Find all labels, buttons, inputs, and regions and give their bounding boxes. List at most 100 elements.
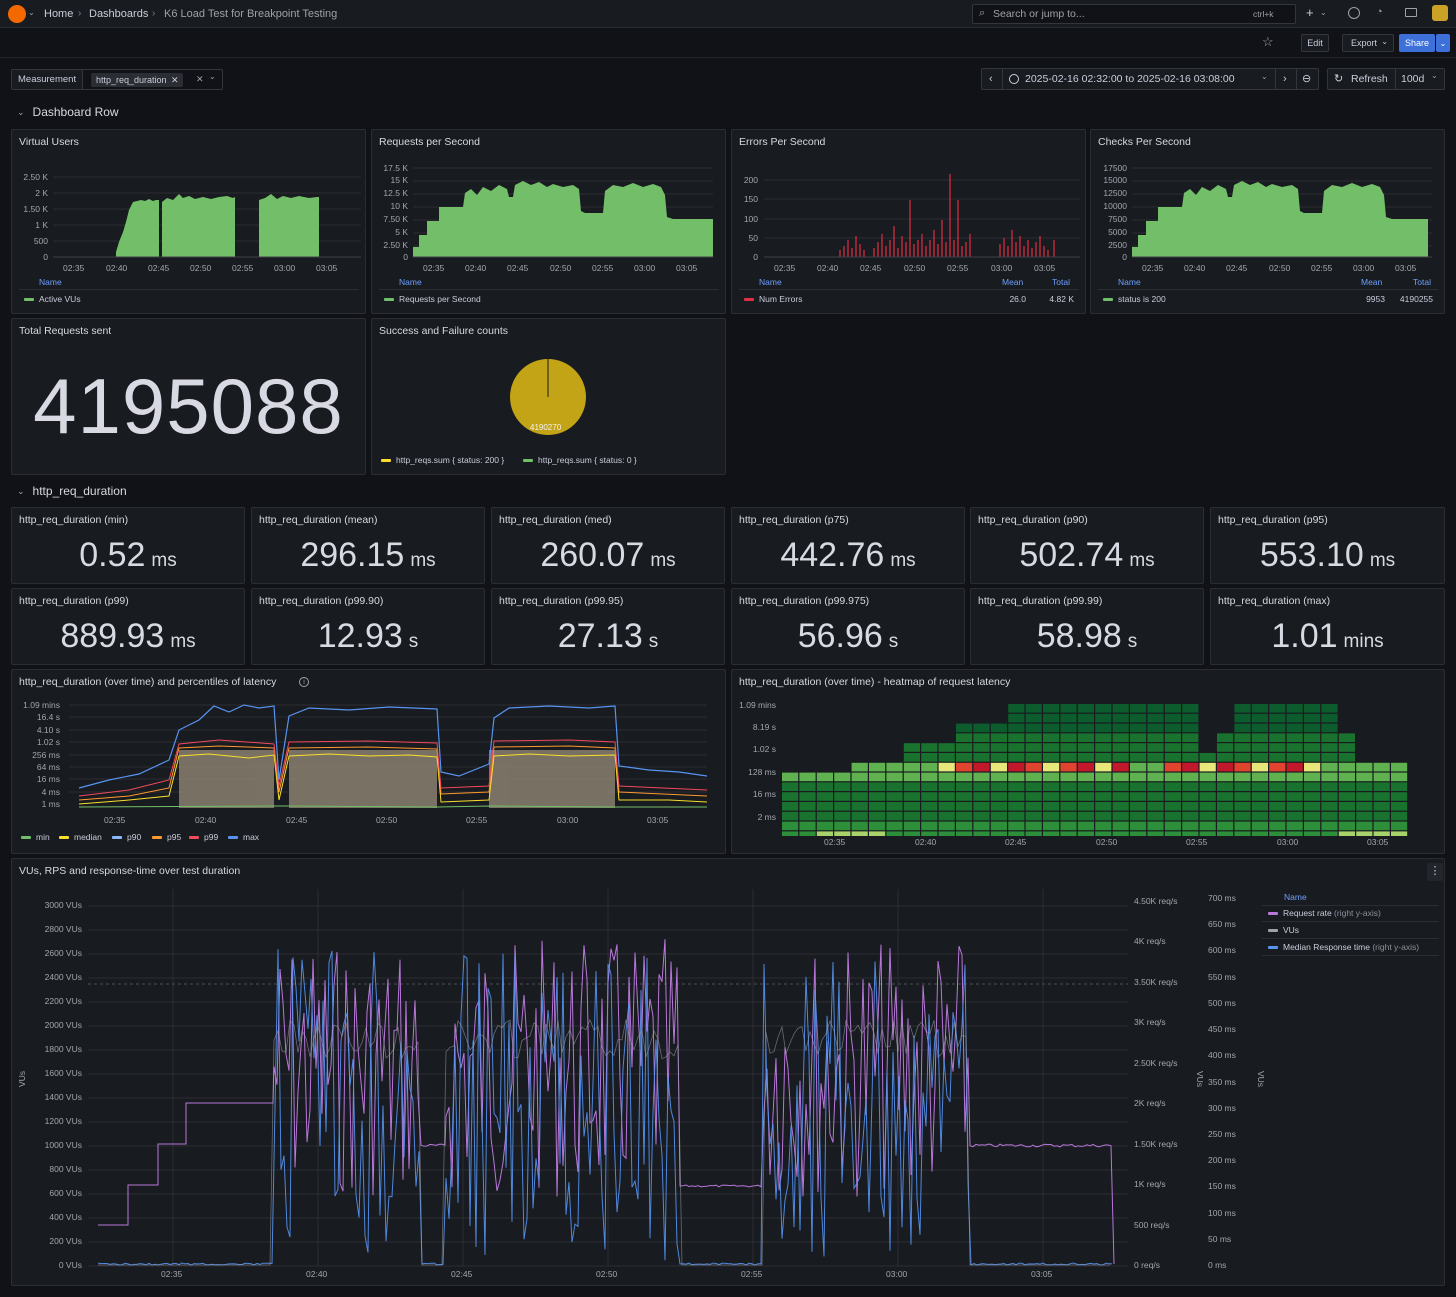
- kiosk-mode-icon[interactable]: [1405, 8, 1417, 17]
- legend-header[interactable]: Name: [759, 277, 782, 287]
- heatmap-cell: [1391, 821, 1408, 831]
- row-header-dashboard[interactable]: ⌄ Dashboard Row: [17, 105, 119, 119]
- add-new-button[interactable]: +: [1306, 5, 1314, 20]
- star-icon[interactable]: ☆: [1262, 34, 1274, 49]
- combined-chart[interactable]: [88, 889, 1128, 1269]
- legend-item-max[interactable]: max: [228, 832, 259, 842]
- stat-panel-max[interactable]: http_req_duration (max) 1.01 mins: [1210, 588, 1445, 665]
- legend-item-p90[interactable]: p90: [112, 832, 141, 842]
- stat-panel-med[interactable]: http_req_duration (med) 260.07 ms: [491, 507, 725, 584]
- legend-header[interactable]: Name: [39, 277, 62, 287]
- x-tick: 02:45: [451, 1269, 473, 1279]
- panel-requests-per-second[interactable]: Requests per Second 17.5 K 15 K 12.5 K 1…: [371, 129, 726, 314]
- stat-panel-p75[interactable]: http_req_duration (p75) 442.76 ms: [731, 507, 965, 584]
- legend-item[interactable]: status is 200: [1103, 294, 1166, 304]
- row-header-http-req-duration[interactable]: ⌄ http_req_duration: [17, 484, 127, 498]
- chevron-down-icon[interactable]: ⌄: [1320, 8, 1327, 17]
- heatmap-cell: [782, 831, 799, 836]
- panel-errors-per-second[interactable]: Errors Per Second 200 150 100 50 0 02:35…: [731, 129, 1086, 314]
- panel-latency-percentiles[interactable]: http_req_duration (over time) and percen…: [11, 669, 726, 854]
- refresh-interval[interactable]: 100d: [1401, 73, 1425, 85]
- legend-col-total[interactable]: Total: [1052, 277, 1070, 287]
- heatmap-cell: [1008, 772, 1025, 782]
- heatmap-cell: [1112, 772, 1129, 782]
- x-tick: 02:50: [904, 263, 926, 273]
- time-forward-icon[interactable]: ›: [1283, 73, 1287, 85]
- panel-total-requests[interactable]: Total Requests sent 4195088: [11, 318, 366, 475]
- heatmap-cell: [1251, 723, 1268, 733]
- stat-panel-mean[interactable]: http_req_duration (mean) 296.15 ms: [251, 507, 485, 584]
- legend-item-min[interactable]: min: [21, 832, 50, 842]
- stat-panel-p99[interactable]: http_req_duration (p99) 889.93 ms: [11, 588, 245, 665]
- checks-per-second-chart[interactable]: [1132, 165, 1432, 260]
- legend-item[interactable]: Active VUs: [24, 294, 81, 304]
- chevron-down-icon[interactable]: ⌄: [1261, 72, 1268, 81]
- time-range-label[interactable]: 2025-02-16 02:32:00 to 2025-02-16 03:08:…: [1025, 73, 1235, 85]
- legend-item[interactable]: http_reqs.sum { status: 0 }: [523, 455, 637, 465]
- stat-panel-p99-975[interactable]: http_req_duration (p99.975) 56.96 s: [731, 588, 965, 665]
- stat-panel-p90[interactable]: http_req_duration (p90) 502.74 ms: [970, 507, 1204, 584]
- news-feed-icon[interactable]: ◔: [1376, 6, 1383, 18]
- search-box[interactable]: ⌕ Search or jump to... ctrl+k: [972, 4, 1296, 24]
- legend-item-request-rate[interactable]: Request rate (right y-axis): [1268, 908, 1381, 918]
- legend-header[interactable]: Name: [399, 277, 422, 287]
- refresh-icon[interactable]: ↻: [1334, 73, 1344, 85]
- legend-label: Requests per Second: [399, 294, 481, 304]
- refresh-button[interactable]: Refresh: [1351, 73, 1388, 85]
- legend-col-mean[interactable]: Mean: [1361, 277, 1383, 287]
- legend-item-vus[interactable]: VUs: [1268, 925, 1299, 935]
- panel-checks-per-second[interactable]: Checks Per Second 17500 15000 12500 1000…: [1090, 129, 1445, 314]
- time-picker[interactable]: ‹ 2025-02-16 02:32:00 to 2025-02-16 03:0…: [981, 68, 1319, 90]
- time-back-icon[interactable]: ‹: [989, 73, 993, 85]
- legend-item-p95[interactable]: p95: [152, 832, 181, 842]
- stat-panel-min[interactable]: http_req_duration (min) 0.52 ms: [11, 507, 245, 584]
- chevron-down-icon[interactable]: ⌄: [28, 8, 35, 17]
- legend-item-median-response[interactable]: Median Response time (right y-axis): [1268, 942, 1419, 952]
- help-icon[interactable]: [1348, 7, 1360, 19]
- export-button[interactable]: Export ⌄: [1342, 34, 1394, 52]
- requests-per-second-chart[interactable]: [413, 165, 713, 260]
- chip-remove-icon[interactable]: ✕: [171, 75, 179, 85]
- panel-vus-rps-response[interactable]: VUs, RPS and response-time over test dur…: [11, 858, 1445, 1286]
- virtual-users-chart[interactable]: [53, 170, 361, 260]
- stat-panel-p95[interactable]: http_req_duration (p95) 553.10 ms: [1210, 507, 1445, 584]
- stat-panel-p99-95[interactable]: http_req_duration (p99.95) 27.13 s: [491, 588, 725, 665]
- combined-grid: [88, 889, 1128, 1267]
- legend-col-mean[interactable]: Mean: [1002, 277, 1024, 287]
- edit-button[interactable]: Edit: [1301, 34, 1329, 52]
- grafana-logo-icon[interactable]: [8, 5, 26, 23]
- heatmap-cell: [886, 782, 903, 791]
- chevron-down-icon[interactable]: ⌄: [1431, 71, 1438, 80]
- breadcrumb-home[interactable]: Home: [44, 8, 74, 20]
- legend-col-total[interactable]: Total: [1413, 277, 1431, 287]
- breadcrumb-dashboards[interactable]: Dashboards: [89, 8, 149, 20]
- refresh-picker[interactable]: ↻ Refresh 100d ⌄: [1327, 68, 1445, 90]
- legend-item[interactable]: Num Errors: [744, 294, 802, 304]
- measurement-variable[interactable]: Measurement http_req_duration ✕ ✕ ⌄: [11, 69, 223, 90]
- user-avatar[interactable]: [1432, 5, 1448, 21]
- share-dropdown-icon[interactable]: ⌄: [1436, 34, 1450, 52]
- heatmap-chart[interactable]: [782, 700, 1438, 836]
- chevron-down-icon[interactable]: ⌄: [209, 72, 216, 81]
- legend-item-median[interactable]: median: [59, 832, 102, 842]
- stat-panel-p99-90[interactable]: http_req_duration (p99.90) 12.93 s: [251, 588, 485, 665]
- errors-per-second-chart[interactable]: [764, 170, 1080, 260]
- share-button[interactable]: Share: [1399, 34, 1435, 52]
- stat-panel-p99-99[interactable]: http_req_duration (p99.99) 58.98 s: [970, 588, 1204, 665]
- info-icon[interactable]: i: [299, 677, 309, 687]
- legend-item-p99[interactable]: p99: [189, 832, 218, 842]
- pie-chart[interactable]: [508, 357, 588, 437]
- legend-item[interactable]: http_reqs.sum { status: 200 }: [381, 455, 504, 465]
- measurement-chip[interactable]: http_req_duration ✕: [91, 73, 183, 87]
- latency-chart[interactable]: [69, 700, 707, 812]
- panel-success-failure[interactable]: Success and Failure counts 4190270 http_…: [371, 318, 726, 475]
- heatmap-cell: [869, 831, 886, 836]
- legend-header[interactable]: Name: [1284, 892, 1307, 902]
- clear-icon[interactable]: ✕: [196, 74, 204, 84]
- panel-virtual-users[interactable]: Virtual Users 2.50 K 2 K 1.50 K 1 K 500 …: [11, 129, 366, 314]
- legend-header[interactable]: Name: [1118, 277, 1141, 287]
- legend-item[interactable]: Requests per Second: [384, 294, 481, 304]
- panel-menu-icon[interactable]: ⋮: [1427, 863, 1443, 881]
- panel-latency-heatmap[interactable]: http_req_duration (over time) - heatmap …: [731, 669, 1445, 854]
- zoom-out-icon[interactable]: ⊖: [1302, 73, 1312, 85]
